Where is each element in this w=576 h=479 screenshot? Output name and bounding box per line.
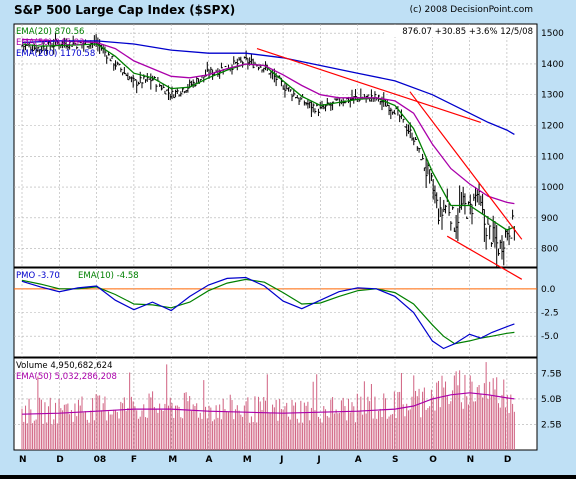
y-tick-label: 1500 [541, 29, 564, 39]
y-tick-label: 900 [541, 214, 558, 224]
y-tick-label: 1400 [541, 60, 564, 70]
legend-ema20: EMA(20) 870.56 [16, 27, 84, 37]
y-tick-label: 5.0B [541, 395, 562, 405]
volume-ema-line [21, 392, 515, 415]
y-tick-label: 2.5B [541, 420, 562, 430]
y-tick-label: 1200 [541, 122, 564, 132]
price-panel [13, 23, 538, 268]
legend-pmo-ema: EMA(10) -4.58 [78, 271, 139, 281]
x-tick-label: M [243, 455, 252, 465]
x-tick-label: N [19, 455, 27, 465]
x-tick-label: F [131, 455, 137, 465]
y-tick-label: 1100 [541, 152, 564, 162]
x-tick-label: J [279, 455, 283, 465]
ema50-line [21, 38, 515, 205]
x-tick-label: A [206, 455, 213, 465]
quote-readout: 876.07 +30.85 +3.6% 12/5/08 [402, 27, 533, 37]
x-tick-label: 08 [94, 455, 107, 465]
y-tick-label: 1000 [541, 183, 564, 193]
x-tick-label: S [392, 455, 398, 465]
legend-volume: Volume 4,950,682,624 [16, 361, 113, 371]
x-tick-label: A [355, 455, 362, 465]
y-tick-label: 7.5B [541, 369, 562, 379]
x-tick-label: M [168, 455, 177, 465]
pmo-line [21, 276, 515, 350]
copyright-text: (c) 2008 DecisionPoint.com [410, 5, 533, 15]
legend-pmo: PMO -3.70 [16, 271, 60, 281]
x-tick-label: O [429, 455, 437, 465]
volume-bars [21, 362, 515, 450]
legend-ema200: EMA(200) 1170.58 [16, 49, 95, 59]
quote-box [384, 25, 536, 37]
chart-title: S&P 500 Large Cap Index ($SPX) [14, 3, 235, 17]
ema200-line [21, 40, 515, 135]
x-tick-label: J [316, 455, 320, 465]
y-tick-label: 800 [541, 245, 558, 255]
trendline [409, 91, 523, 240]
indicator-lines [21, 38, 523, 415]
x-tick-label: D [56, 455, 63, 465]
x-tick-label: D [504, 455, 511, 465]
legend-ema50: EMA(50) 945.83 [16, 38, 84, 48]
y-tick-label: 0.0 [541, 285, 556, 295]
x-tick-label: N [467, 455, 475, 465]
axis-ticks: 800 900 1000 1100 1200 1300 1400 1500 0.0 -2.5 -5.… [19, 29, 564, 465]
y-tick-label: 1300 [541, 91, 564, 101]
trendline [446, 235, 523, 280]
y-tick-label: -5.0 [541, 332, 559, 342]
ema20-line [21, 43, 515, 231]
y-tick-label: -2.5 [541, 309, 559, 319]
legend-volume-ema: EMA(50) 5,032,286,208 [16, 372, 117, 382]
trendline [256, 48, 481, 123]
pmo-signal-line [21, 278, 515, 345]
